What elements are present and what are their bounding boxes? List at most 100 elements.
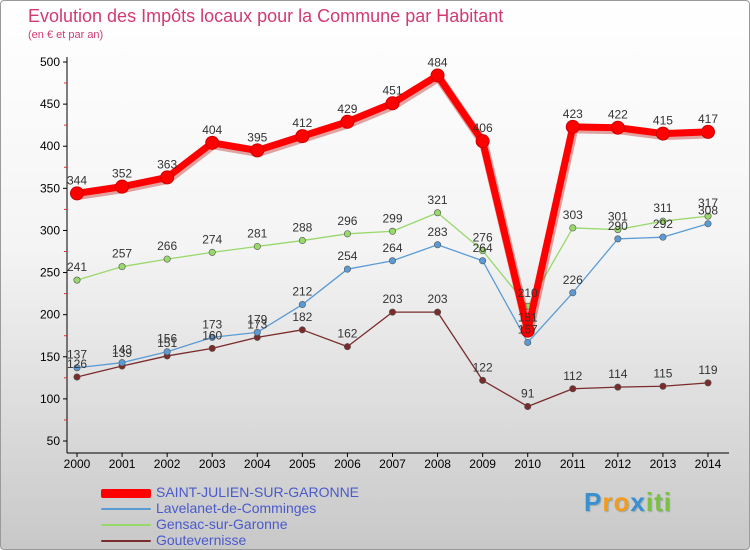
data-label: 308 bbox=[698, 204, 718, 218]
data-point bbox=[434, 308, 442, 316]
x-tick-label: 2001 bbox=[109, 457, 136, 471]
data-label: 137 bbox=[67, 348, 87, 362]
data-label: 311 bbox=[653, 201, 672, 215]
data-point bbox=[479, 247, 487, 255]
x-tick-label: 2000 bbox=[64, 457, 91, 471]
data-label: 290 bbox=[608, 219, 628, 233]
data-label: 241 bbox=[67, 260, 87, 274]
data-point bbox=[569, 224, 577, 232]
data-label: 423 bbox=[563, 107, 583, 121]
data-point bbox=[565, 119, 580, 134]
legend-swatch bbox=[101, 524, 151, 526]
data-label: 114 bbox=[608, 367, 627, 381]
data-point bbox=[208, 248, 216, 256]
data-label: 412 bbox=[292, 116, 312, 130]
data-point bbox=[610, 120, 625, 135]
data-point bbox=[704, 220, 712, 228]
data-label: 226 bbox=[563, 273, 583, 287]
data-point bbox=[704, 379, 712, 387]
data-point bbox=[520, 323, 535, 338]
data-label: 484 bbox=[428, 55, 448, 69]
series-line bbox=[76, 311, 709, 408]
x-tick-label: 2004 bbox=[244, 457, 271, 471]
data-point bbox=[388, 227, 396, 235]
data-label: 139 bbox=[112, 346, 132, 360]
data-point bbox=[430, 68, 445, 83]
data-label: 264 bbox=[473, 241, 493, 255]
data-label: 344 bbox=[67, 173, 87, 187]
y-tick-label: 400 bbox=[40, 139, 60, 153]
data-label: 126 bbox=[67, 357, 87, 371]
x-tick-label: 2013 bbox=[650, 457, 677, 471]
data-label: 143 bbox=[112, 343, 132, 357]
data-label: 266 bbox=[157, 239, 177, 253]
data-point bbox=[704, 212, 712, 220]
data-label: 254 bbox=[337, 249, 357, 263]
data-label: 301 bbox=[608, 210, 628, 224]
data-point bbox=[524, 338, 532, 346]
data-label: 181 bbox=[518, 311, 538, 325]
data-point bbox=[659, 382, 667, 390]
x-tick-label: 2011 bbox=[560, 457, 586, 471]
x-tick-label: 2012 bbox=[605, 457, 632, 471]
data-point bbox=[160, 170, 175, 185]
data-label: 303 bbox=[563, 208, 583, 222]
x-tick-label: 2006 bbox=[334, 457, 361, 471]
data-label: 451 bbox=[382, 83, 402, 97]
data-label: 122 bbox=[473, 360, 493, 374]
data-label: 119 bbox=[698, 363, 717, 377]
data-label: 179 bbox=[247, 312, 267, 326]
data-point bbox=[614, 235, 622, 243]
data-point bbox=[163, 255, 171, 263]
data-point bbox=[205, 135, 220, 150]
data-point bbox=[298, 237, 306, 245]
data-label: 296 bbox=[337, 214, 357, 228]
data-label: 115 bbox=[653, 366, 672, 380]
data-point bbox=[118, 263, 126, 271]
data-label: 156 bbox=[157, 332, 177, 346]
legend-swatch bbox=[101, 508, 151, 510]
y-tick-label: 300 bbox=[40, 223, 60, 237]
data-point bbox=[70, 186, 84, 201]
data-label: 203 bbox=[428, 292, 448, 306]
data-point bbox=[343, 265, 351, 273]
x-tick-label: 2005 bbox=[289, 457, 316, 471]
data-label: 406 bbox=[473, 121, 493, 135]
legend-label: SAINT-JULIEN-SUR-GARONNE bbox=[156, 484, 360, 500]
data-label: 257 bbox=[112, 247, 132, 261]
data-point bbox=[340, 114, 355, 129]
logo-letter: i bbox=[663, 487, 672, 517]
data-point bbox=[298, 326, 306, 334]
data-point bbox=[73, 373, 81, 381]
data-point bbox=[479, 376, 487, 384]
data-label: 182 bbox=[292, 310, 312, 324]
data-point bbox=[388, 257, 396, 265]
data-label: 395 bbox=[247, 130, 267, 144]
data-label: 162 bbox=[337, 327, 357, 341]
x-tick-label: 2010 bbox=[514, 457, 541, 471]
data-point bbox=[343, 230, 351, 238]
legend-swatch bbox=[101, 540, 151, 542]
data-point bbox=[475, 134, 490, 149]
data-point bbox=[524, 402, 532, 410]
data-point bbox=[118, 359, 126, 367]
y-tick-label: 50 bbox=[47, 434, 61, 448]
data-point bbox=[298, 301, 306, 309]
data-label: 281 bbox=[247, 226, 267, 240]
y-tick-label: 450 bbox=[40, 97, 60, 111]
data-label: 363 bbox=[157, 157, 177, 171]
data-label: 317 bbox=[698, 196, 718, 210]
data-point bbox=[385, 96, 400, 111]
data-label: 417 bbox=[698, 112, 718, 126]
x-tick-label: 2003 bbox=[199, 457, 226, 471]
logo-letter: t bbox=[654, 487, 664, 517]
data-label: 276 bbox=[473, 231, 493, 245]
data-label: 299 bbox=[382, 211, 402, 225]
data-point bbox=[655, 126, 670, 141]
data-point bbox=[343, 343, 351, 351]
legend-label: Gensac-sur-Garonne bbox=[156, 516, 288, 532]
legend-label: Lavelanet-de-Comminges bbox=[156, 500, 317, 516]
data-label: 112 bbox=[563, 369, 582, 383]
chart-subtitle: (en € et par an) bbox=[28, 29, 104, 41]
